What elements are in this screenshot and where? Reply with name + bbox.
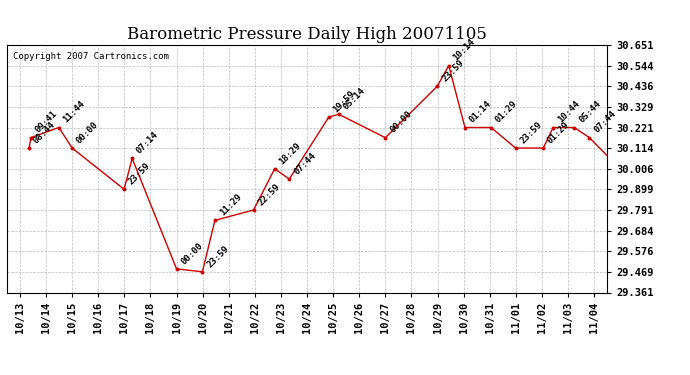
Text: 07:14: 07:14 — [135, 130, 160, 156]
Point — [432, 83, 443, 89]
Text: 10:14: 10:14 — [451, 38, 477, 63]
Point — [119, 186, 130, 192]
Text: 07:44: 07:44 — [292, 151, 317, 176]
Point — [333, 111, 344, 117]
Text: 00:00: 00:00 — [0, 374, 1, 375]
Point — [171, 266, 182, 272]
Point — [284, 176, 295, 182]
Point — [197, 269, 208, 275]
Text: 11:29: 11:29 — [217, 192, 243, 217]
Text: 23:59: 23:59 — [205, 244, 230, 269]
Point — [443, 63, 454, 69]
Text: 10:44: 10:44 — [556, 99, 581, 125]
Point — [615, 166, 626, 172]
Text: 19:59: 19:59 — [331, 89, 357, 114]
Text: 01:29: 01:29 — [494, 99, 519, 125]
Point — [209, 217, 220, 223]
Title: Barometric Pressure Daily High 20071105: Barometric Pressure Daily High 20071105 — [127, 27, 487, 44]
Point — [538, 145, 549, 151]
Text: 00:00: 00:00 — [179, 241, 205, 266]
Text: 00:00: 00:00 — [75, 120, 100, 145]
Point — [248, 207, 259, 213]
Point — [460, 124, 471, 130]
Point — [26, 135, 37, 141]
Text: 18:29: 18:29 — [277, 141, 303, 166]
Text: 05:44: 05:44 — [577, 99, 602, 125]
Text: 01:14: 01:14 — [468, 99, 493, 125]
Text: 22:59: 22:59 — [256, 182, 282, 207]
Point — [548, 124, 559, 130]
Text: 05:14: 05:14 — [342, 86, 367, 111]
Text: 11:44: 11:44 — [61, 99, 87, 125]
Text: Copyright 2007 Cartronics.com: Copyright 2007 Cartronics.com — [13, 53, 169, 62]
Text: 08:44: 08:44 — [32, 120, 57, 145]
Point — [23, 145, 34, 151]
Text: 00:00: 00:00 — [388, 110, 413, 135]
Text: 01:29: 01:29 — [546, 120, 571, 145]
Point — [269, 166, 280, 172]
Text: 23:59: 23:59 — [440, 58, 466, 84]
Text: 07:44: 07:44 — [592, 110, 618, 135]
Point — [127, 155, 138, 161]
Text: 23:59: 23:59 — [127, 161, 152, 186]
Text: 23:59: 23:59 — [518, 120, 544, 145]
Text: 09:41: 09:41 — [34, 110, 59, 135]
Point — [323, 114, 334, 120]
Point — [380, 135, 391, 141]
Point — [67, 145, 78, 151]
Point — [569, 124, 580, 130]
Point — [510, 145, 521, 151]
Point — [53, 124, 64, 130]
Point — [584, 135, 595, 141]
Point — [486, 124, 497, 130]
